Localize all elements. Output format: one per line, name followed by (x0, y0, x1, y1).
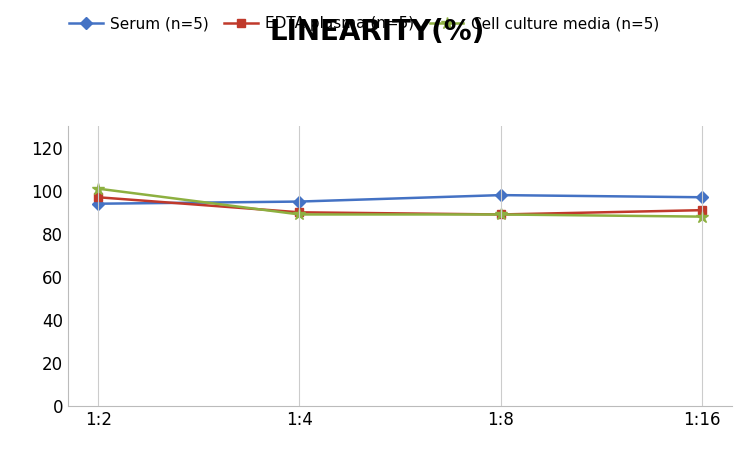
Cell culture media (n=5) (496, 212, 505, 217)
Serum (n=5) (94, 201, 103, 207)
Cell culture media (n=5) (295, 212, 304, 217)
Line: EDTA plasma (n=5): EDTA plasma (n=5) (94, 193, 707, 219)
EDTA plasma (n=5) (496, 212, 505, 217)
Cell culture media (n=5) (698, 214, 707, 219)
EDTA plasma (n=5) (295, 210, 304, 215)
Serum (n=5) (295, 199, 304, 204)
Cell culture media (n=5) (94, 186, 103, 191)
Text: LINEARITY(%): LINEARITY(%) (270, 18, 485, 46)
EDTA plasma (n=5) (698, 207, 707, 213)
Line: Cell culture media (n=5): Cell culture media (n=5) (92, 182, 708, 223)
EDTA plasma (n=5) (94, 194, 103, 200)
Serum (n=5) (496, 193, 505, 198)
Line: Serum (n=5): Serum (n=5) (94, 191, 707, 208)
Legend: Serum (n=5), EDTA plasma (n=5), Cell culture media (n=5): Serum (n=5), EDTA plasma (n=5), Cell cul… (69, 17, 659, 32)
Serum (n=5) (698, 194, 707, 200)
